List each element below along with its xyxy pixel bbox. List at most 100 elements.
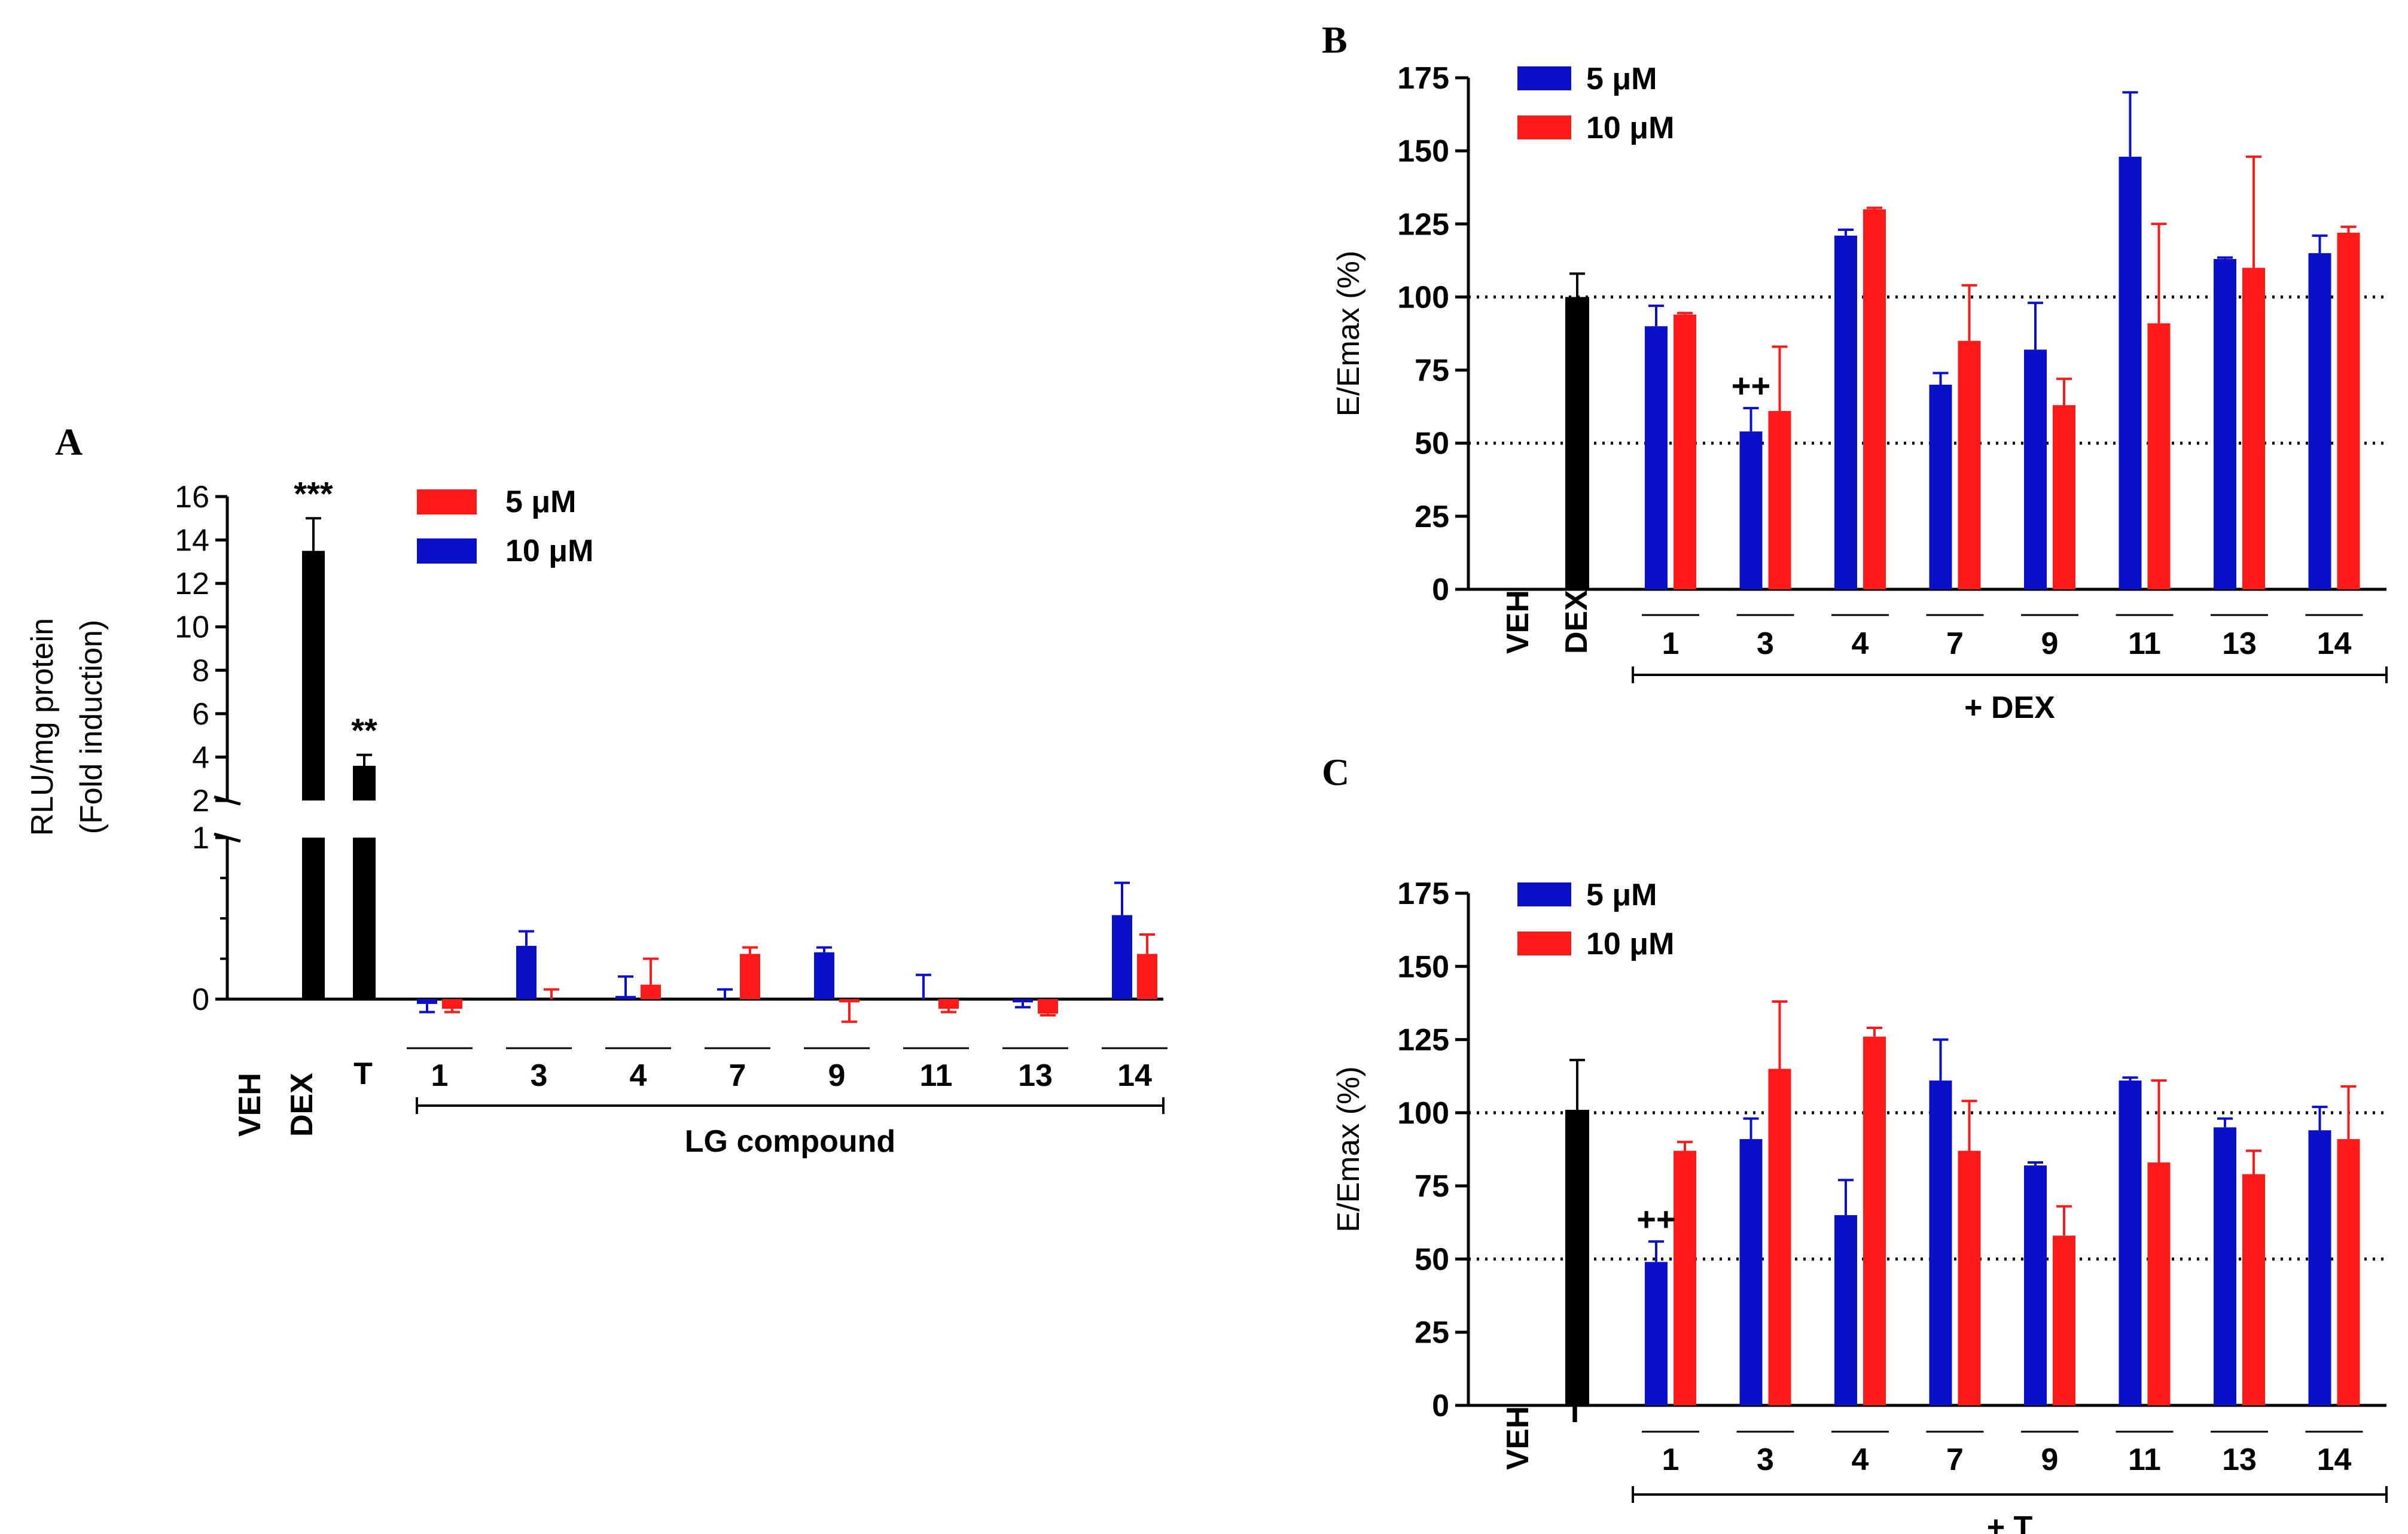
bar-10uM-1 [417, 999, 437, 1005]
x-tick-label: 9 [2041, 626, 2059, 661]
y-tick-label: 6 [192, 697, 209, 732]
y-tick-label: 0 [192, 982, 209, 1017]
panel-label: A [55, 421, 83, 463]
bar-10uM-13 [1013, 999, 1033, 1003]
y-tick-label: 75 [1415, 354, 1449, 388]
legend-label: 5 μM [1586, 878, 1657, 912]
y-tick-label: 150 [1397, 134, 1449, 169]
x-tick-label: 11 [2128, 626, 2161, 661]
x-tick-label: 3 [531, 1058, 548, 1093]
legend-swatch [1517, 66, 1571, 90]
bar-10uM-7 [1958, 340, 1981, 589]
x-tick-label: 7 [729, 1058, 746, 1093]
bar-5uM-4 [1834, 235, 1857, 589]
x-tick-label: 4 [1852, 1442, 1869, 1477]
bar-5uM-11 [2119, 156, 2142, 589]
x-tick-label: 1 [1662, 1442, 1679, 1477]
bar-5uM-1 [1645, 1262, 1668, 1405]
legend-label: 5 μM [1586, 62, 1657, 96]
bar-5uM-4 [641, 984, 661, 999]
y-tick-label: 175 [1397, 876, 1449, 911]
x-tick-label: 7 [1946, 626, 1964, 661]
bar-5uM-3 [1739, 431, 1763, 589]
y-tick-label: 0 [1432, 1389, 1449, 1423]
x-tick-label: 9 [828, 1058, 846, 1093]
x-tick-label: 3 [1757, 626, 1774, 661]
x-tick-label: 13 [2222, 626, 2257, 661]
x-tick-label: 3 [1757, 1442, 1774, 1477]
group-label: + T [1987, 1510, 2033, 1534]
bar-5uM-7 [1929, 385, 1952, 589]
legend-label: 10 μM [1586, 927, 1674, 961]
bar-5uM-1 [442, 999, 462, 1009]
bar-5uM-11 [938, 999, 959, 1009]
y-tick-label: 175 [1397, 61, 1449, 96]
y-tick-label: 12 [175, 567, 209, 601]
bar-10uM-11 [2147, 323, 2171, 589]
bar-10uM-3 [1768, 1069, 1791, 1405]
legend-swatch [1517, 932, 1571, 955]
bar-5uM-14 [2308, 253, 2331, 590]
y-tick-label: 25 [1415, 500, 1449, 534]
x-tick-label: 9 [2041, 1442, 2059, 1477]
bar-10uM-4 [1863, 209, 1886, 589]
panel-label: B [1322, 19, 1348, 61]
x-tick-label-control: T [353, 1057, 373, 1091]
bar-10uM-3 [516, 945, 537, 999]
legend-swatch [1517, 115, 1571, 139]
y-tick-label: 50 [1415, 1242, 1449, 1277]
bar-10uM-13 [2242, 1174, 2265, 1405]
bar-5uM-9 [2024, 349, 2047, 589]
legend-swatch [1517, 882, 1571, 906]
x-tick-label: 4 [1852, 626, 1869, 661]
bar-10uM-14 [2337, 1139, 2360, 1405]
bar-5uM-7 [1929, 1081, 1952, 1405]
y-tick-label: 8 [192, 653, 209, 688]
control-bar-dex-upper [302, 550, 325, 801]
y-axis-label-line1: RLU/mg protein [25, 618, 60, 836]
bar-10uM-3 [1768, 410, 1791, 589]
y-axis-label-line2: (Fold induction) [74, 620, 109, 834]
x-tick-label-control: VEH [233, 1073, 267, 1137]
y-tick-label: 50 [1415, 427, 1449, 461]
legend-label: 10 μM [1586, 111, 1674, 145]
x-tick-label: 1 [1662, 626, 1679, 661]
x-tick-label-control: VEH [1501, 590, 1535, 654]
control-bar-t-lower [353, 838, 376, 999]
bar-10uM-14 [2337, 232, 2360, 589]
y-tick-label: 2 [192, 784, 209, 818]
significance-annotation: ++ [1636, 1200, 1675, 1238]
bar-5uM-9 [2024, 1165, 2047, 1405]
significance-annotation: ++ [1732, 367, 1770, 404]
y-tick-label: 75 [1415, 1169, 1449, 1204]
bar-5uM-13 [2214, 1127, 2236, 1405]
x-tick-label: 4 [630, 1058, 647, 1093]
legend-swatch [417, 489, 477, 515]
bar-10uM-9 [2053, 405, 2075, 589]
bar-5uM-14 [1137, 954, 1157, 999]
control-bar-dex [1565, 297, 1589, 589]
bar-5uM-13 [2214, 258, 2236, 589]
y-axis-label: E/Emax (%) [1331, 251, 1366, 416]
bar-10uM-11 [2147, 1162, 2171, 1405]
group-label: + DEX [1964, 690, 2055, 725]
x-tick-label-control: DEX [1559, 590, 1594, 654]
bar-10uM-7 [1958, 1150, 1981, 1405]
bar-10uM-1 [1674, 314, 1696, 589]
y-tick-label: 150 [1397, 949, 1449, 984]
x-tick-label: 13 [2222, 1442, 2257, 1477]
bar-5uM-13 [1038, 999, 1058, 1014]
bar-5uM-4 [1834, 1215, 1857, 1405]
bar-5uM-3 [1739, 1139, 1763, 1405]
control-bar-t-upper [353, 765, 376, 801]
control-bar-dex-lower [302, 838, 325, 999]
x-tick-label-control: VEH [1501, 1406, 1535, 1470]
x-tick-label: 11 [920, 1058, 953, 1093]
bar-10uM-4 [1863, 1036, 1886, 1405]
legend-label: 10 μM [505, 534, 593, 568]
bar-10uM-13 [2242, 267, 2265, 590]
bar-5uM-1 [1645, 326, 1668, 589]
